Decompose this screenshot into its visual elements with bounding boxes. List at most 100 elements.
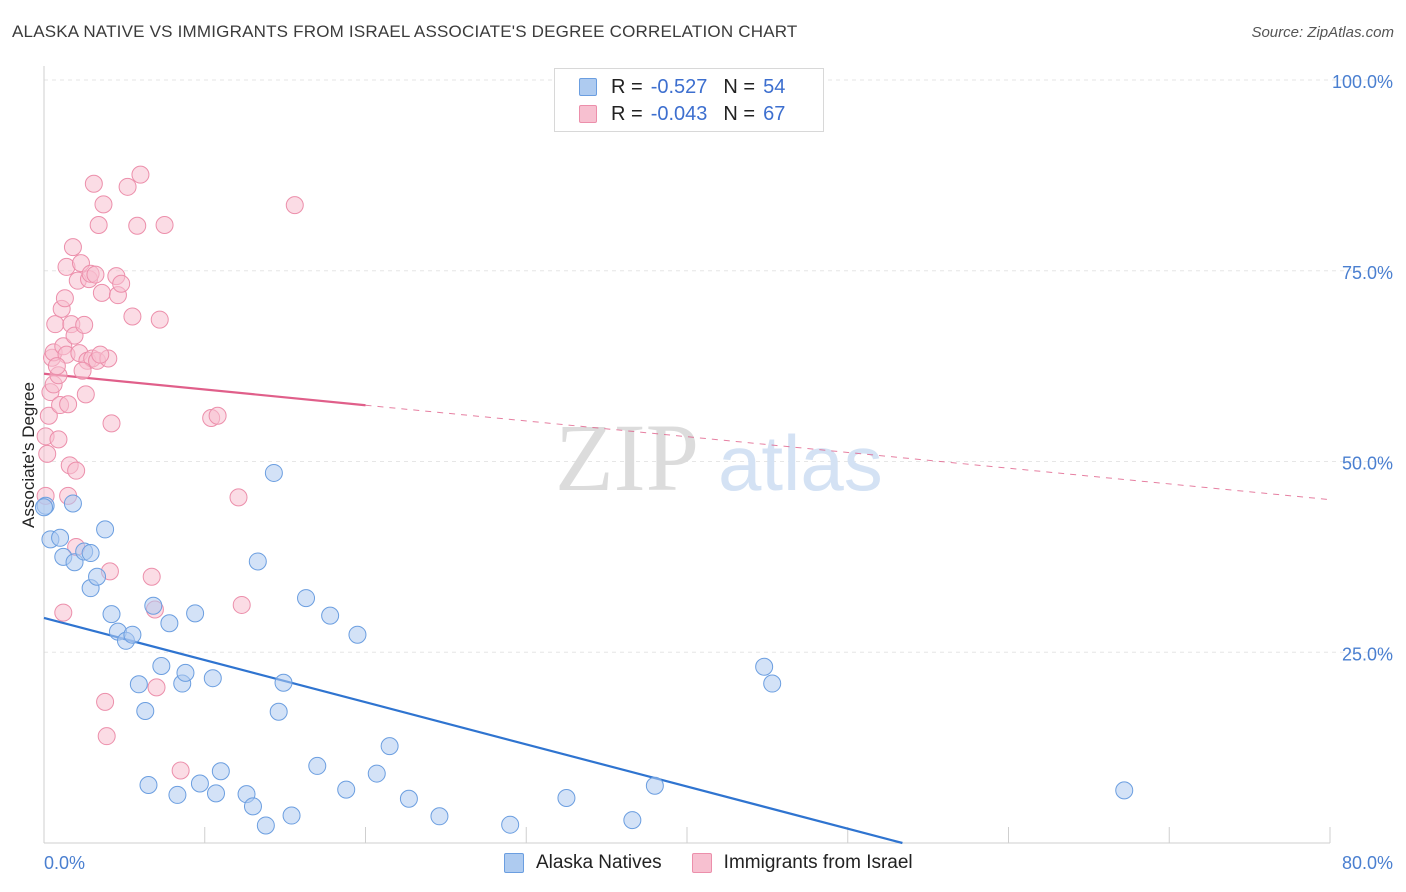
point-alaska-natives [102,605,121,624]
point-immigrants-israel [171,761,190,780]
point-alaska-natives [380,737,399,756]
point-immigrants-israel [102,414,121,433]
point-immigrants-israel [155,215,174,234]
point-alaska-natives [308,756,327,775]
point-immigrants-israel [59,395,78,414]
point-immigrants-israel [75,315,94,334]
point-alaska-natives [399,789,418,808]
point-immigrants-israel [86,265,105,284]
point-alaska-natives [248,552,267,571]
point-alaska-natives [1115,781,1134,800]
grid-lines [44,79,1395,653]
point-alaska-natives [269,702,288,721]
point-immigrants-israel [118,177,137,196]
point-immigrants-israel [63,238,82,257]
watermark-zip: ZIP [555,404,699,511]
legend-label: Immigrants from Israel [723,852,913,873]
point-immigrants-israel [67,461,86,480]
point-immigrants-israel [54,603,73,622]
point-alaska-natives [35,498,53,517]
trend-line-alaska-natives [43,616,903,845]
point-alaska-natives [321,606,340,625]
r-label: R = [611,75,643,98]
trend-lines [43,372,1331,845]
point-immigrants-israel [150,310,169,329]
n-label: N = [723,75,756,98]
n-label: N = [723,102,756,125]
point-alaska-natives [168,785,187,804]
trend-line-extrapolated [365,404,1331,501]
point-alaska-natives [297,589,316,608]
point-immigrants-israel [39,406,58,425]
point-alaska-natives [274,673,293,692]
point-alaska-natives [557,788,576,807]
point-alaska-natives [176,663,195,682]
point-alaska-natives [501,815,520,834]
point-alaska-natives [207,784,226,803]
point-immigrants-israel [55,289,74,308]
point-immigrants-israel [91,345,110,364]
point-alaska-natives [129,675,148,694]
n-value: 67 [763,102,786,125]
point-alaska-natives [430,807,449,826]
watermark-atlas: atlas [718,419,883,507]
axes: 100.0% 75.0% 50.0% 25.0% 0.0% 80.0% [43,66,1393,873]
swatch-pink [579,105,597,123]
stats-row-israel: R = -0.043 N = 67 [579,101,785,127]
point-alaska-natives [190,774,209,793]
point-immigrants-israel [123,307,142,326]
point-immigrants-israel [92,283,111,302]
point-alaska-natives [337,780,356,799]
point-alaska-natives [282,806,301,825]
point-alaska-natives [203,669,222,688]
point-immigrants-israel [89,215,108,234]
legend-swatch-blue [504,853,524,873]
point-alaska-natives [139,776,158,795]
legend-item-alaska-natives[interactable]: Alaska Natives [504,852,662,874]
point-alaska-natives [136,702,155,721]
point-immigrants-israel [112,274,131,293]
y-tick-label: 25.0% [1342,644,1393,664]
r-label: R = [611,102,643,125]
point-alaska-natives [755,657,774,676]
point-immigrants-israel [142,567,161,586]
point-immigrants-israel [46,315,65,334]
y-axis-label: Associate's Degree [19,382,38,528]
point-alaska-natives [51,528,70,547]
point-alaska-natives [623,811,642,830]
point-alaska-natives [160,614,179,633]
point-immigrants-israel [147,678,166,697]
point-alaska-natives [256,816,275,835]
y-tick-label: 100.0% [1332,72,1393,92]
point-alaska-natives [81,544,100,563]
point-alaska-natives [763,674,782,693]
x-tick-label-min: 0.0% [44,853,85,873]
point-alaska-natives [96,520,115,539]
y-tick-label: 75.0% [1342,263,1393,283]
legend-swatch-pink [691,853,712,873]
point-immigrants-israel [97,727,116,746]
point-immigrants-israel [76,385,95,404]
chart-title: ALASKA NATIVE VS IMMIGRANTS FROM ISRAEL … [12,22,798,41]
series-legend: Alaska Natives Immigrants from Israel [504,852,943,874]
r-value: -0.043 [650,102,708,125]
point-immigrants-israel [285,196,304,215]
point-immigrants-israel [94,195,113,214]
point-alaska-natives [367,764,386,783]
point-alaska-natives [88,567,107,586]
n-value: 54 [763,75,786,98]
point-immigrants-israel [84,174,103,193]
x-tick-label-max: 80.0% [1342,853,1393,873]
point-alaska-natives [63,494,82,513]
point-alaska-natives [186,604,205,623]
point-alaska-natives [645,776,664,795]
swatch-blue [579,78,597,96]
legend-label: Alaska Natives [536,852,662,873]
point-immigrants-israel [47,357,66,376]
point-immigrants-israel [229,488,248,507]
watermark: ZIP atlas [555,404,883,511]
legend-item-immigrants-israel[interactable]: Immigrants from Israel [691,852,913,874]
point-alaska-natives [144,596,163,615]
point-alaska-natives [348,625,367,644]
